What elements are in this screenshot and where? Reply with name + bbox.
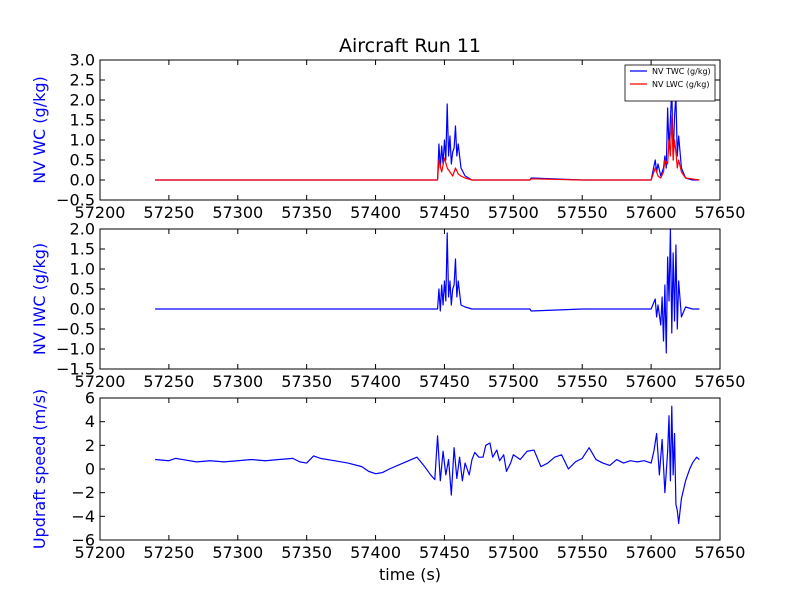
x-tick-label: 57200 <box>75 372 126 391</box>
panels: 57200 57250 57300 57350 57400 57450 57500 57550… <box>30 51 745 585</box>
x-tick-label: 57650 <box>695 372 746 391</box>
x-tick-label: 57400 <box>350 203 401 222</box>
plot-frame <box>99 59 721 201</box>
y-tick-label: −1.0 <box>56 340 95 359</box>
x-tick-label: 57300 <box>212 372 263 391</box>
y-tick-label: 0.5 <box>70 151 95 170</box>
y-tick-label: 0.5 <box>70 280 95 299</box>
x-tick-label: 57600 <box>626 372 677 391</box>
x-axis-label: time (s) <box>379 565 441 584</box>
x-tick-label: 57550 <box>557 543 608 562</box>
series-line-panel-2-1 <box>155 229 700 354</box>
y-tick-label: −6 <box>71 531 95 550</box>
y-tick-label: −0.5 <box>56 320 95 339</box>
y-tick-label: 2.0 <box>70 91 95 110</box>
y-tick-label: 1.5 <box>70 240 95 259</box>
x-tick-label: 57200 <box>75 203 126 222</box>
x-tick-label: 57550 <box>557 203 608 222</box>
y-tick-label: 1.5 <box>70 111 95 130</box>
y-tick-label: 2.5 <box>70 71 95 90</box>
y-tick-label: 3.0 <box>70 51 95 70</box>
series-line-nv-lwc-g-kg <box>155 115 700 181</box>
panel-2: 57200 57250 57300 57350 57400 57450 57500 57550… <box>30 220 745 392</box>
x-tick-label: 57500 <box>488 203 539 222</box>
panel-3: 57200 57250 57300 57350 57400 57450 57500 57550… <box>30 389 745 585</box>
y-tick-label: −2 <box>71 483 95 502</box>
x-tick-label: 57450 <box>419 372 470 391</box>
x-tick-label: 57600 <box>626 203 677 222</box>
y-tick-label: 0.0 <box>70 300 95 319</box>
x-tick-label: 57250 <box>143 203 194 222</box>
legend-entry-label: NV LWC (g/kg) <box>652 80 710 89</box>
x-tick-label: 57200 <box>75 543 126 562</box>
y-axis-label: NV IWC (g/kg) <box>30 243 49 355</box>
x-tick-label: 57250 <box>143 543 194 562</box>
y-tick-label: 2.0 <box>70 220 95 239</box>
x-tick-label: 57450 <box>419 203 470 222</box>
y-tick-label: 1.0 <box>70 260 95 279</box>
legend-entry-label: NV TWC (g/kg) <box>652 67 711 76</box>
series-line-panel-3-1 <box>155 405 700 525</box>
panel-1: 57200 57250 57300 57350 57400 57450 57500 57550… <box>30 51 745 223</box>
y-tick-label: −4 <box>71 507 95 526</box>
y-tick-label: 2 <box>85 436 95 455</box>
x-tick-label: 57300 <box>212 203 263 222</box>
legend: NV TWC (g/kg) NV LWC (g/kg) <box>624 64 716 102</box>
x-tick-label: 57450 <box>419 543 470 562</box>
x-tick-label: 57500 <box>488 543 539 562</box>
x-tick-label: 57350 <box>281 203 332 222</box>
x-tick-label: 57650 <box>695 543 746 562</box>
x-tick-label: 57600 <box>626 543 677 562</box>
y-tick-label: −0.5 <box>56 191 95 210</box>
y-tick-label: 6 <box>85 389 95 408</box>
x-tick-label: 57400 <box>350 372 401 391</box>
y-tick-label: 0.0 <box>70 171 95 190</box>
x-tick-label: 57500 <box>488 372 539 391</box>
y-tick-label: 1.0 <box>70 131 95 150</box>
x-tick-label: 57350 <box>281 372 332 391</box>
y-axis-label: Updraft speed (m/s) <box>30 389 49 549</box>
x-tick-label: 57400 <box>350 543 401 562</box>
x-tick-label: 57550 <box>557 372 608 391</box>
plot-frame <box>99 228 721 370</box>
y-tick-label: 4 <box>85 412 95 431</box>
y-tick-label: 0 <box>85 460 95 479</box>
chart-title: Aircraft Run 11 <box>339 35 481 57</box>
y-axis-label: NV WC (g/kg) <box>30 76 49 184</box>
x-tick-label: 57300 <box>212 543 263 562</box>
y-tick-label: −1.5 <box>56 360 95 379</box>
x-tick-label: 57250 <box>143 372 194 391</box>
x-tick-label: 57350 <box>281 543 332 562</box>
x-tick-label: 57650 <box>695 203 746 222</box>
